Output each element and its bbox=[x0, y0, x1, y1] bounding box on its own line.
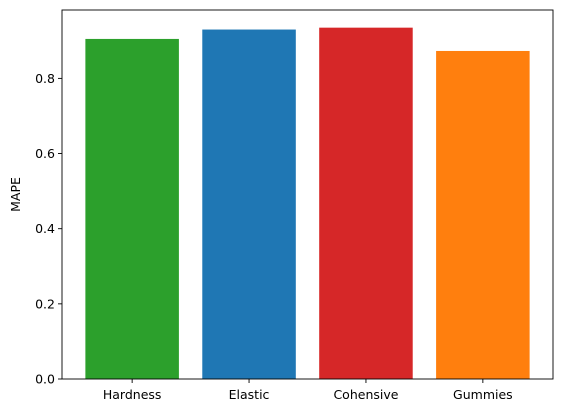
y-axis-label: MAPE bbox=[8, 177, 23, 212]
bars-group bbox=[85, 27, 530, 380]
bar-gummies bbox=[436, 50, 530, 379]
x-tick-label: Cohensive bbox=[333, 387, 398, 402]
y-tick-label: 0.8 bbox=[35, 71, 55, 86]
x-axis: Hardness Elastic Cohensive Gummies bbox=[103, 379, 513, 402]
y-tick-label: 0.0 bbox=[35, 372, 55, 387]
bar-cohensive bbox=[319, 27, 413, 380]
x-tick-label: Elastic bbox=[229, 387, 270, 402]
y-tick-label: 0.2 bbox=[35, 296, 55, 311]
x-tick-label: Gummies bbox=[453, 387, 513, 402]
bar-elastic bbox=[202, 29, 296, 380]
y-tick-label: 0.6 bbox=[35, 146, 55, 161]
x-tick-label: Hardness bbox=[103, 387, 162, 402]
y-axis: 0.0 0.2 0.4 0.6 0.8 bbox=[35, 71, 62, 387]
y-tick-label: 0.4 bbox=[35, 221, 55, 236]
bar-hardness bbox=[85, 38, 179, 379]
plot-frame bbox=[61, 9, 554, 380]
